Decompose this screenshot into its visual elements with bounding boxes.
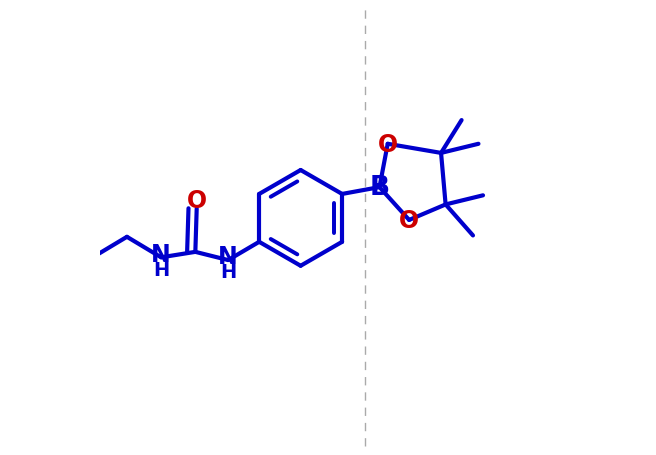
Text: H: H [153, 260, 169, 279]
Text: O: O [378, 132, 398, 157]
Text: O: O [187, 189, 207, 213]
Text: N: N [218, 245, 238, 269]
Text: N: N [152, 242, 171, 266]
Text: O: O [399, 208, 419, 233]
Text: H: H [220, 263, 236, 282]
Text: B: B [369, 175, 390, 201]
